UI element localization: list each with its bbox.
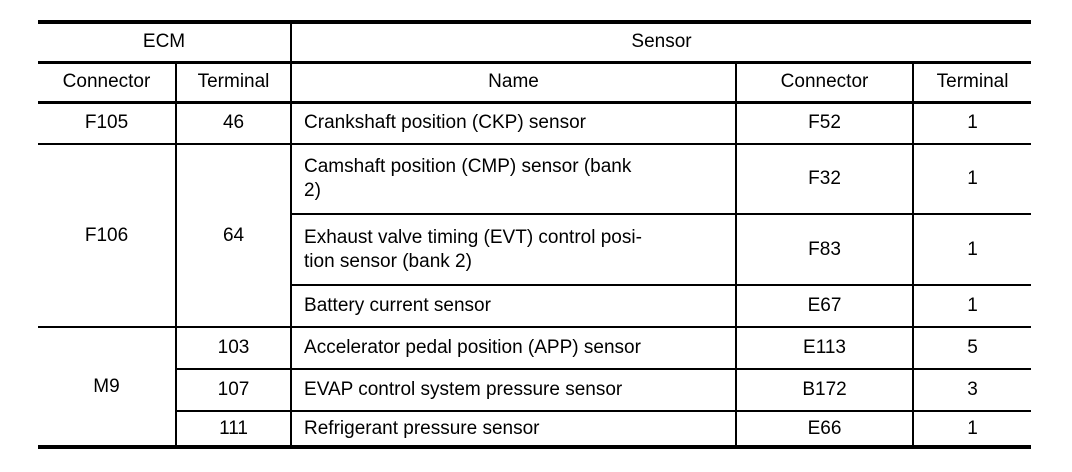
cell-sensor-terminal: 1 [913,102,1032,145]
cell-sensor-name: Crankshaft position (CKP) sensor [291,102,738,145]
cell-sensor-connector: E113 [736,327,915,370]
header-group-row: ECM Sensor [38,22,1032,64]
cell-ecm-connector: F105 [38,102,177,145]
col-header-sensor-connector: Connector [736,62,915,104]
cell-ecm-terminal: 103 [176,327,293,370]
table-row: Battery current sensor E67 1 [38,285,1032,328]
cell-ecm-terminal: 107 [176,369,293,412]
column-header-row: Connector Terminal Name Connector Termin… [38,62,1032,104]
cell-sensor-connector: B172 [736,369,915,412]
cell-sensor-connector: F32 [736,144,915,215]
table-row: M9 103 Accelerator pedal position (APP) … [38,327,1032,448]
header-group-ecm: ECM [38,22,293,64]
cell-sensor-connector: E66 [736,411,915,448]
cell-sensor-name: Accelerator pedal position (APP) sensor [291,327,738,370]
cell-ecm-connector: F106 [38,144,177,328]
header-group-sensor: Sensor [291,22,1032,64]
ecm-sensor-wiring-table: ECM Sensor Connector Terminal Name Conne… [38,20,1032,449]
cell-sensor-terminal: 1 [913,285,1032,328]
cell-ecm-terminal: 46 [176,102,293,145]
col-header-name: Name [291,62,738,104]
cell-sensor-terminal: 1 [913,411,1032,448]
cell-sensor-connector: F52 [736,102,915,145]
col-header-ecm-connector: Connector [38,62,177,104]
table-row: 111 Refrigerant pressure sensor E66 1 [38,411,1032,448]
cell-sensor-terminal: 1 [913,144,1032,215]
cell-sensor-name: Exhaust valve timing (EVT) control posi-… [291,214,738,286]
col-header-ecm-terminal: Terminal [176,62,293,104]
cell-ecm-connector: M9 [38,327,177,448]
table-row: Exhaust valve timing (EVT) control posi-… [38,214,1032,286]
cell-sensor-connector: E67 [736,285,915,328]
cell-sensor-name: Camshaft position (CMP) sensor (bank 2) [291,144,738,215]
cell-sensor-terminal: 3 [913,369,1032,412]
cell-sensor-terminal: 5 [913,327,1032,370]
cell-sensor-terminal: 1 [913,214,1032,286]
table-row: F105 46 Crankshaft position (CKP) sensor… [38,102,1032,145]
cell-sensor-connector: F83 [736,214,915,286]
table-row: 107 EVAP control system pressure sensor … [38,369,1032,412]
cell-ecm-terminal: 64 [176,144,293,328]
cell-sensor-name: EVAP control system pressure sensor [291,369,738,412]
cell-ecm-terminal: 111 [176,411,293,448]
table-row: F106 64 Camshaft position (CMP) sensor (… [38,144,1032,328]
col-header-sensor-terminal: Terminal [913,62,1032,104]
cell-sensor-name: Battery current sensor [291,285,738,328]
cell-sensor-name: Refrigerant pressure sensor [291,411,738,448]
